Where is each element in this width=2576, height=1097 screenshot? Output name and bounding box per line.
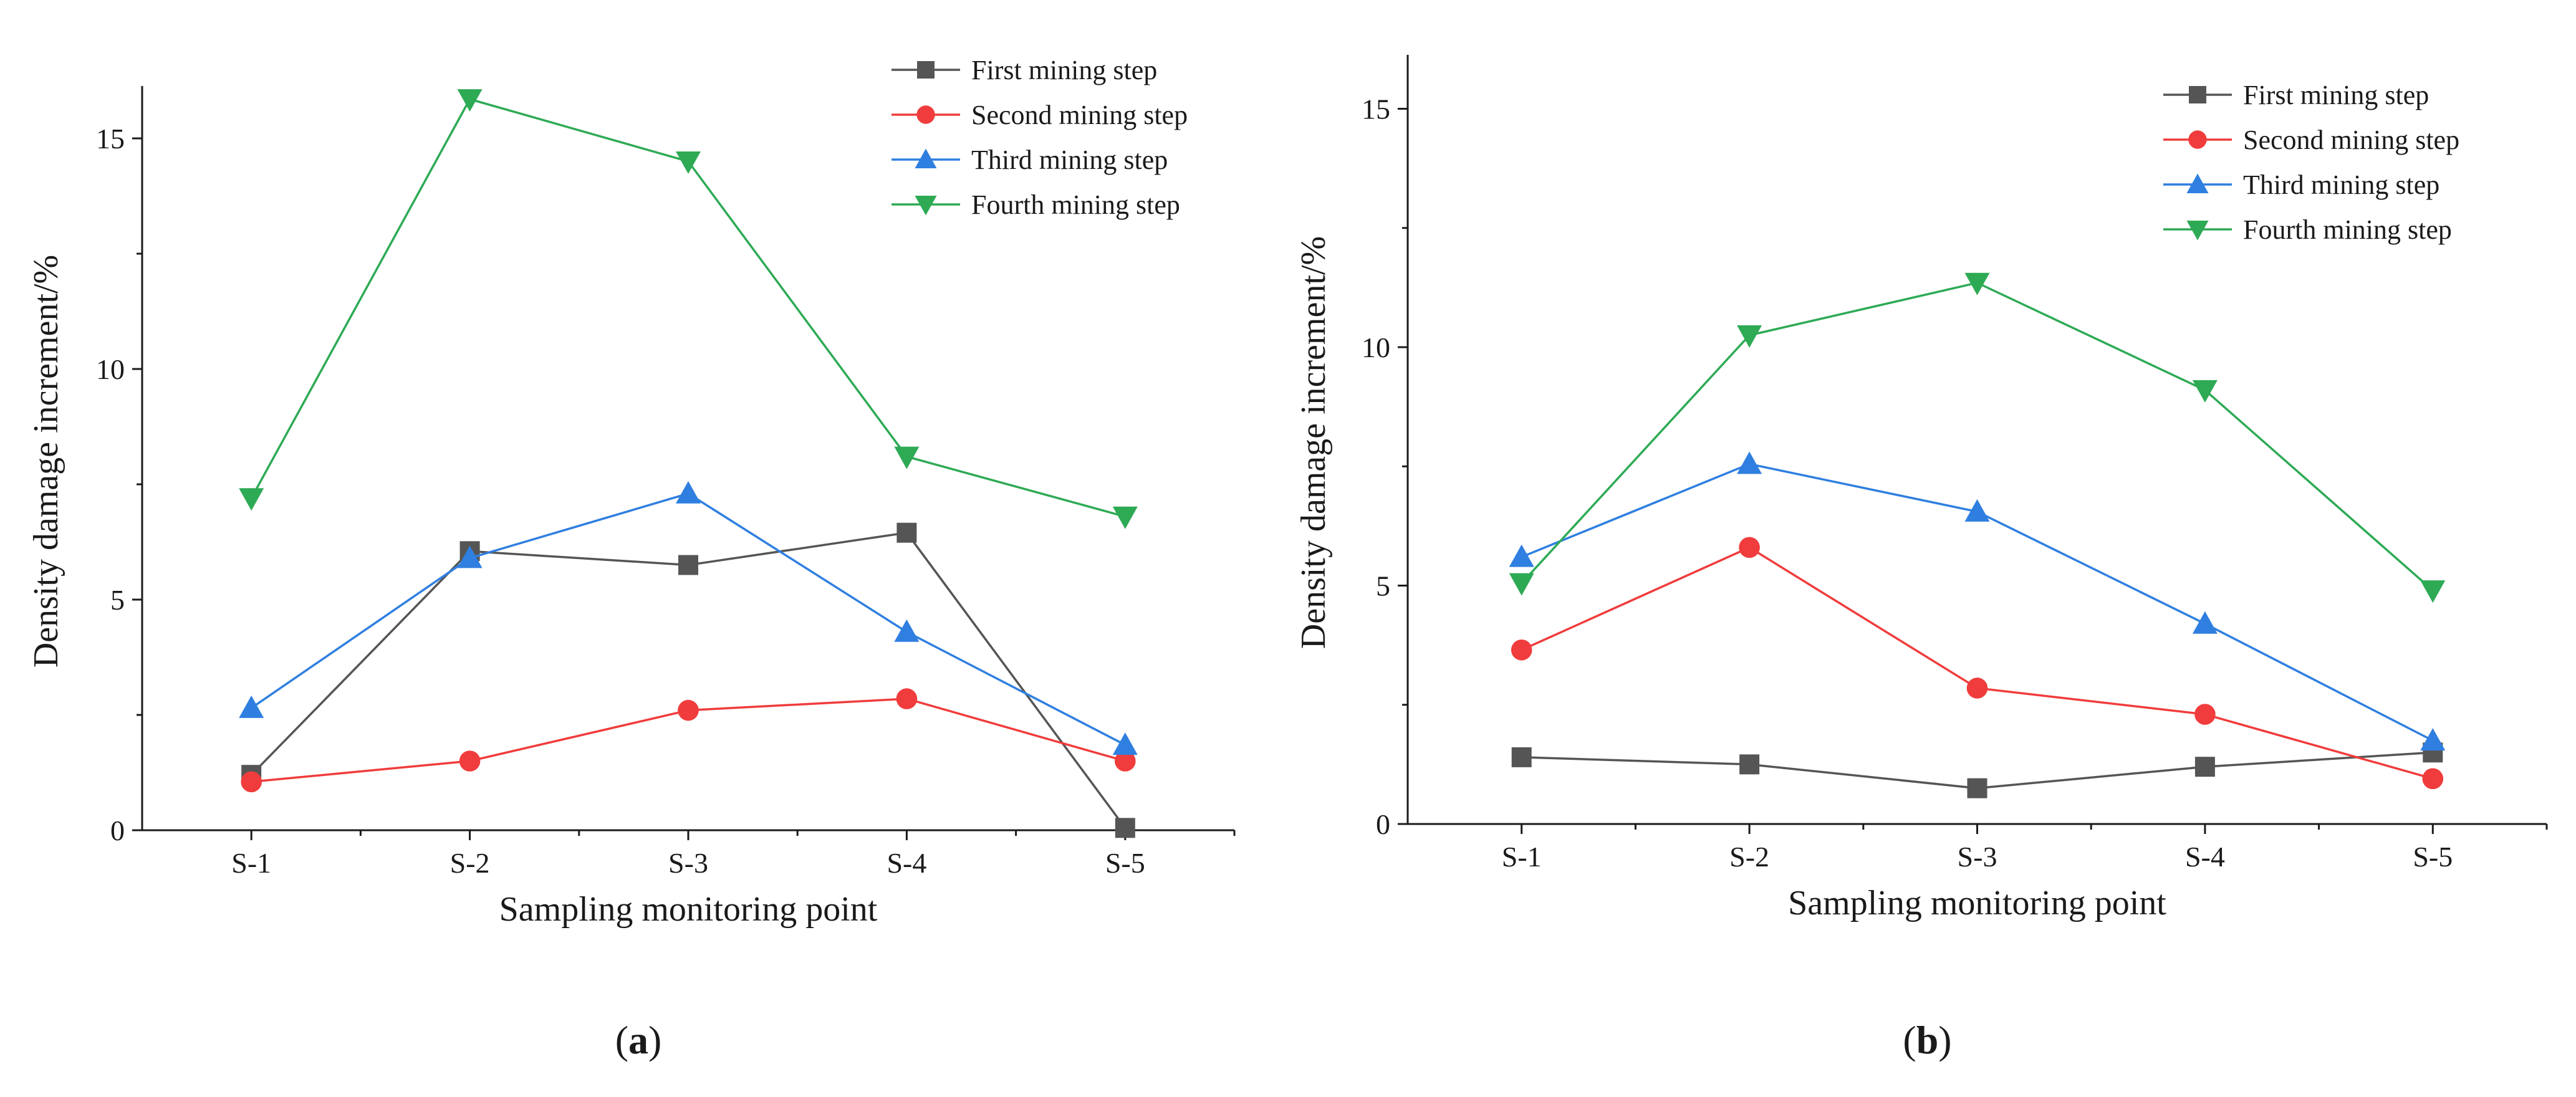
data-point — [2420, 728, 2446, 751]
legend: First mining step Second mining step Third… — [892, 55, 1188, 220]
legend-label: Fourth mining step — [971, 189, 1180, 220]
chart-panel-b: 0 5 10 15 S-1 S-2 S-3 S-4 S-5 Sampling monitoring… — [1294, 55, 2548, 1062]
legend-marker — [2186, 221, 2209, 241]
data-point — [678, 699, 699, 721]
legend-label: Second mining step — [971, 100, 1188, 130]
series-line — [1521, 546, 2433, 780]
legend-label: Second mining step — [2243, 125, 2459, 155]
x-tick-label: S-2 — [1729, 841, 1769, 873]
data-point — [2192, 611, 2218, 634]
data-point — [896, 522, 917, 543]
data-point — [1115, 750, 1136, 772]
data-point — [1737, 451, 1762, 474]
data-point — [894, 619, 920, 642]
x-tick-label: S-1 — [1502, 841, 1542, 873]
y-tick-label: 5 — [110, 584, 125, 616]
legend-label: Third mining step — [971, 145, 1168, 175]
y-axis-title: Density damage increment/% — [1294, 236, 1333, 649]
x-axis-title: Sampling monitoring point — [499, 890, 878, 929]
data-point — [239, 695, 264, 718]
data-point — [676, 151, 701, 174]
data-point — [457, 545, 483, 568]
data-point — [2194, 704, 2216, 725]
legend-marker — [915, 148, 937, 168]
series-1 — [1511, 742, 2443, 798]
x-tick-label: S-1 — [231, 847, 271, 879]
data-point — [1112, 506, 1138, 529]
data-point — [678, 555, 698, 575]
panel-label-letter: a — [628, 1018, 648, 1062]
data-point — [2192, 380, 2218, 403]
data-point — [1509, 544, 1534, 567]
x-tick-label: S-5 — [2413, 841, 2453, 873]
data-point — [1511, 639, 1532, 661]
data-point — [1739, 754, 1760, 775]
legend-marker — [2188, 130, 2207, 149]
y-tick-label: 0 — [110, 815, 125, 846]
data-point — [896, 688, 918, 709]
legend-label: First mining step — [971, 55, 1157, 85]
data-point — [459, 750, 481, 772]
legend-marker — [2189, 86, 2206, 103]
y-axis-title: Density damage increment/% — [27, 255, 65, 668]
series-line — [1521, 281, 2434, 592]
data-point — [1739, 537, 1760, 558]
series-3 — [239, 481, 1138, 755]
chart-panel-a: 0 5 10 15 S-1 S-2 S-3 S-4 S-5 Sampling monitoring… — [27, 55, 1236, 1062]
data-point — [1112, 732, 1138, 755]
panel-label: (a) — [615, 1018, 662, 1062]
data-point — [2422, 768, 2444, 790]
data-point — [1115, 818, 1135, 838]
x-tick-label: S-2 — [450, 847, 490, 879]
series-3 — [1509, 451, 2446, 751]
y-tick-label: 5 — [1376, 570, 1390, 602]
y-tick-label: 0 — [1376, 808, 1390, 840]
data-point — [1737, 325, 1762, 348]
series-4 — [239, 89, 1138, 529]
y-tick-label: 10 — [1362, 332, 1390, 363]
data-point — [2420, 580, 2446, 603]
legend: First mining step Second mining step Third… — [2163, 80, 2459, 245]
legend-label: Fourth mining step — [2243, 214, 2452, 245]
series-2 — [1511, 537, 2444, 790]
data-point — [894, 446, 920, 469]
data-point — [1964, 272, 1990, 295]
y-tick-label: 15 — [1362, 93, 1390, 125]
y-tick-label: 15 — [96, 123, 125, 155]
x-tick-label: S-3 — [1958, 841, 1997, 873]
x-axis-title: Sampling monitoring point — [1788, 884, 2166, 922]
data-point — [239, 488, 264, 511]
panel-label-letter: b — [1916, 1018, 1939, 1062]
legend-marker — [917, 61, 935, 79]
series-2 — [241, 688, 1136, 793]
panel-label: (b) — [1903, 1018, 1951, 1062]
legend-marker — [916, 105, 935, 124]
data-point — [241, 771, 262, 793]
data-point — [1967, 778, 1987, 798]
x-tick-label: S-5 — [1105, 847, 1145, 879]
x-tick-label: S-4 — [887, 847, 926, 879]
x-tick-label: S-4 — [2185, 841, 2225, 873]
series-4 — [1509, 272, 2446, 603]
data-point — [457, 89, 483, 112]
legend-marker — [2186, 173, 2209, 193]
data-point — [676, 481, 701, 504]
data-point — [1964, 499, 1990, 522]
data-point — [1509, 573, 1534, 596]
y-tick-label: 10 — [96, 353, 125, 385]
legend-label: Third mining step — [2243, 170, 2439, 200]
legend-label: First mining step — [2243, 80, 2429, 110]
series-line — [250, 531, 1127, 829]
legend-marker — [915, 196, 937, 216]
data-point — [1511, 747, 1532, 767]
data-point — [2194, 757, 2215, 777]
x-tick-label: S-3 — [668, 847, 708, 879]
data-point — [1966, 678, 1988, 699]
